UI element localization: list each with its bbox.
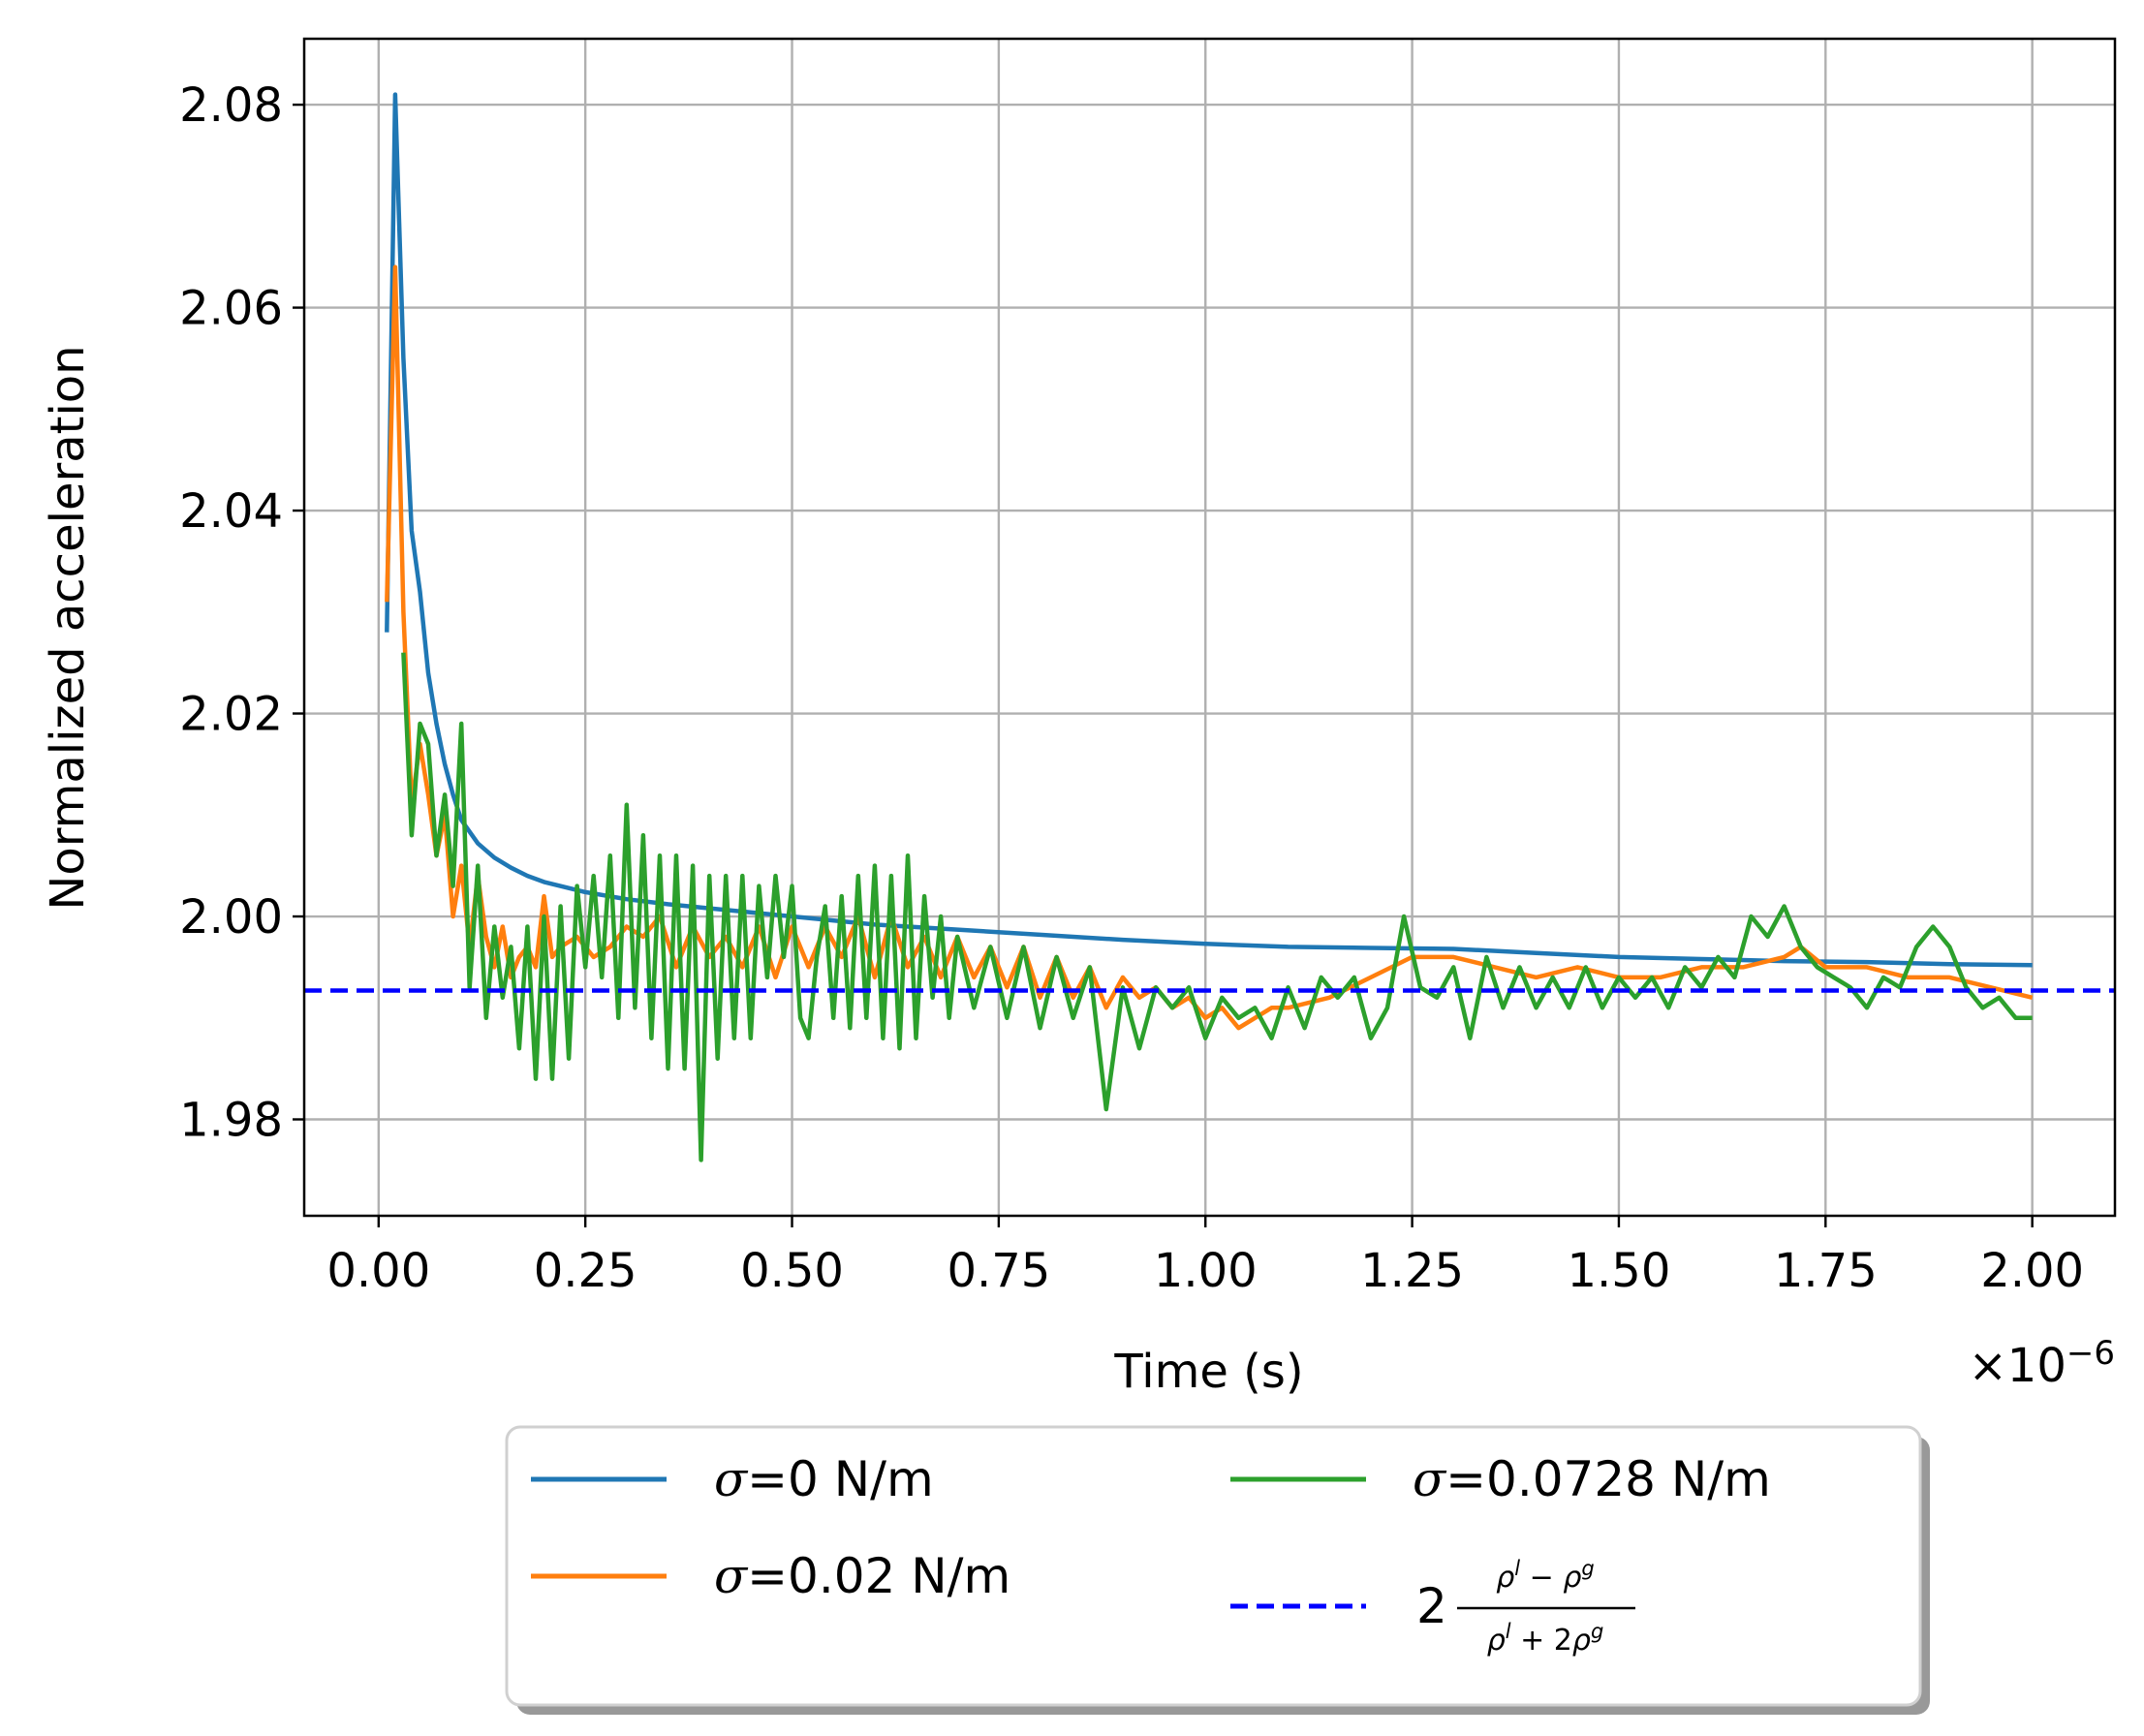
formula-numerator: ρl − ρg <box>1496 1557 1595 1595</box>
x-tick-label: 0.25 <box>534 1244 637 1298</box>
plot-frame <box>302 37 2117 1218</box>
y-tick-label: 2.08 <box>179 78 283 133</box>
x-axis-offset: ×10−6 <box>1969 1334 2115 1393</box>
x-tick-label: 1.75 <box>1774 1244 1878 1298</box>
x-tick-label: 0.50 <box>740 1244 844 1298</box>
x-tick-label: 2.00 <box>1980 1244 2084 1298</box>
y-tick-label: 2.06 <box>179 282 283 336</box>
formula-denominator: ρl + 2ρg <box>1487 1620 1604 1658</box>
legend-label-sigma-002: σ=0.02 N/m <box>714 1548 1010 1604</box>
series-line-sigma-0 <box>385 92 2033 968</box>
legend-label-sigma-00728: σ=0.0728 N/m <box>1413 1451 1771 1507</box>
tick-layer: 0.00 0.25 0.50 0.75 1.00 1.25 1.50 1.75 2.00 1.98… <box>179 78 2084 1298</box>
x-axis-offset-exponent: −6 <box>2066 1334 2115 1373</box>
series-line-sigma-00728 <box>401 652 2033 1162</box>
x-tick-label: 0.75 <box>947 1244 1050 1298</box>
legend-label-sigma-0: σ=0 N/m <box>714 1451 934 1507</box>
legend-box <box>505 1425 1922 1707</box>
series-layer <box>304 92 2115 1162</box>
x-axis-offset-base: ×10 <box>1969 1339 2066 1393</box>
x-tick-label: 1.50 <box>1568 1244 1671 1298</box>
y-tick-label: 2.00 <box>179 890 283 945</box>
series-line-sigma-002 <box>385 264 2034 1031</box>
x-tick-label: 1.25 <box>1360 1244 1464 1298</box>
x-axis-label: Time (s) <box>1113 1345 1303 1399</box>
grid-layer <box>304 39 2115 1216</box>
legend-label-theory: 2 ρl − ρg ρl + 2ρg <box>1416 1557 1635 1658</box>
y-tick-label: 2.02 <box>179 688 283 742</box>
y-tick-label: 2.04 <box>179 484 283 539</box>
x-tick-label: 0.00 <box>326 1244 430 1298</box>
y-axis-label: Normalized acceleration <box>41 345 95 910</box>
formula-coefficient: 2 <box>1416 1578 1447 1634</box>
x-tick-label: 1.00 <box>1154 1244 1258 1298</box>
legend: σ=0 N/m σ=0.02 N/m σ=0.0728 N/m 2 ρl − ρ… <box>505 1425 1930 1715</box>
y-tick-label: 1.98 <box>179 1093 283 1147</box>
